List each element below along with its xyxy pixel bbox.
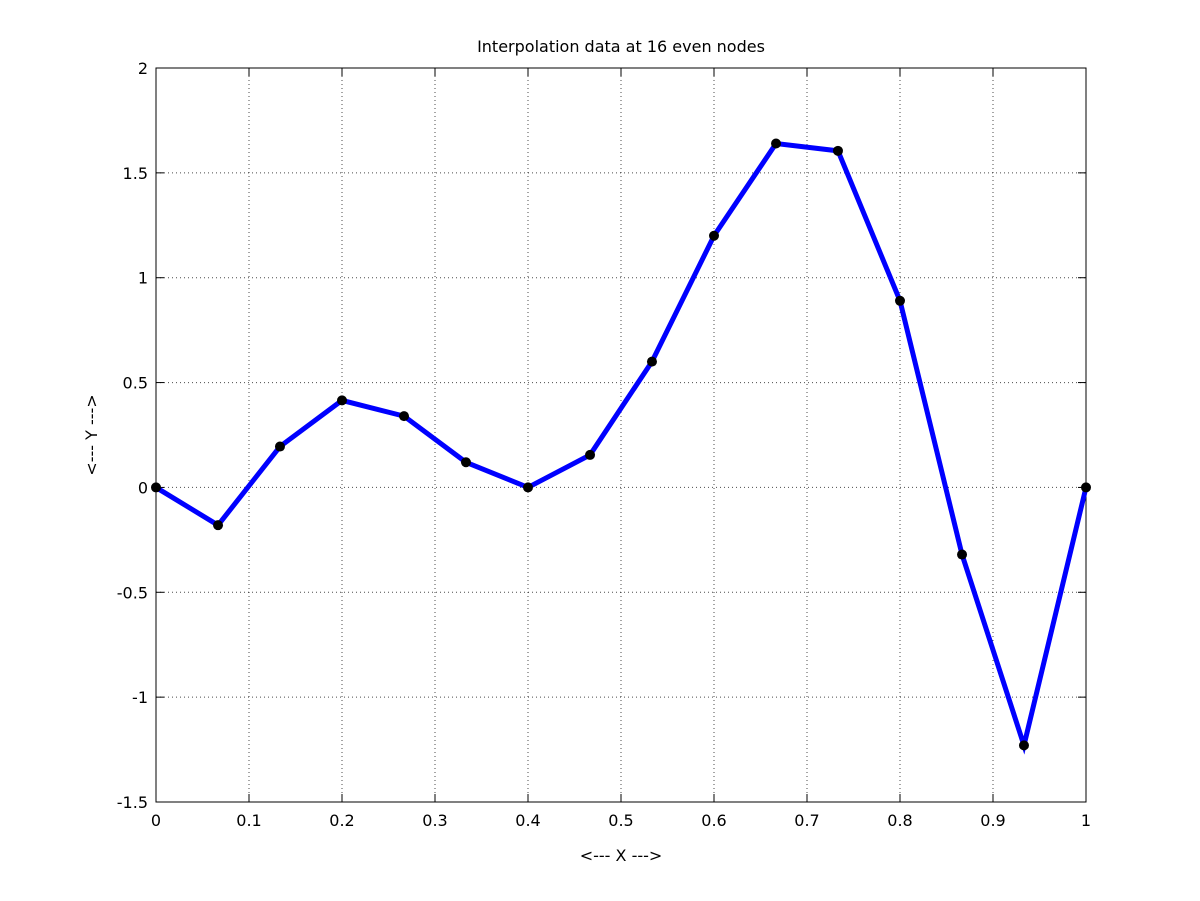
y-tick-label: 2 <box>138 59 148 78</box>
x-tick-label: 0.3 <box>422 811 447 830</box>
x-tick-label: 0.2 <box>329 811 354 830</box>
data-point <box>771 138 782 149</box>
x-tick-label: 0.4 <box>515 811 540 830</box>
data-point <box>274 441 285 452</box>
x-tick-label: 0.7 <box>794 811 819 830</box>
y-tick-label: 1.5 <box>123 164 148 183</box>
x-tick-label: 0.6 <box>701 811 726 830</box>
data-point <box>213 520 224 531</box>
data-point <box>1018 740 1029 751</box>
x-tick-label: 0.1 <box>236 811 261 830</box>
y-tick-label: -1.5 <box>117 793 148 812</box>
x-tick-label: 0.5 <box>608 811 633 830</box>
data-point <box>957 549 968 560</box>
x-tick-label: 1 <box>1081 811 1091 830</box>
data-point <box>895 295 905 306</box>
y-tick-label: -0.5 <box>117 583 148 602</box>
data-point <box>460 457 471 468</box>
x-axis-title: <--- X ---> <box>580 846 663 865</box>
y-tick-label: -1 <box>132 688 148 707</box>
x-tick-label: 0.8 <box>887 811 912 830</box>
data-point <box>523 482 533 493</box>
x-tick-label: 0 <box>151 811 161 830</box>
data-point <box>399 411 410 422</box>
series-layer <box>151 138 1091 755</box>
data-point <box>832 145 843 156</box>
data-point <box>585 449 596 460</box>
x-tick-labels: 0 0.1 0.2 0.3 0.4 0.5 0.6 0.7 0.8 0.9 1 <box>151 811 1091 830</box>
y-tick-label: 0.5 <box>123 374 148 393</box>
tick-marks <box>155 67 1087 803</box>
chart-title: Interpolation data at 16 even nodes <box>477 37 765 56</box>
data-point <box>151 482 161 493</box>
data-point <box>646 356 657 367</box>
series-line <box>154 140 1089 755</box>
y-axis-title: <--- Y ---> <box>82 394 101 475</box>
y-tick-labels: -1.5 -1 -0.5 0 0.5 1 1.5 2 <box>117 59 148 812</box>
x-tick-label: 0.9 <box>980 811 1005 830</box>
data-point <box>709 230 719 241</box>
data-point <box>337 395 347 406</box>
y-tick-label: 1 <box>138 269 148 288</box>
data-point <box>1081 482 1091 493</box>
y-tick-label: 0 <box>138 478 148 497</box>
